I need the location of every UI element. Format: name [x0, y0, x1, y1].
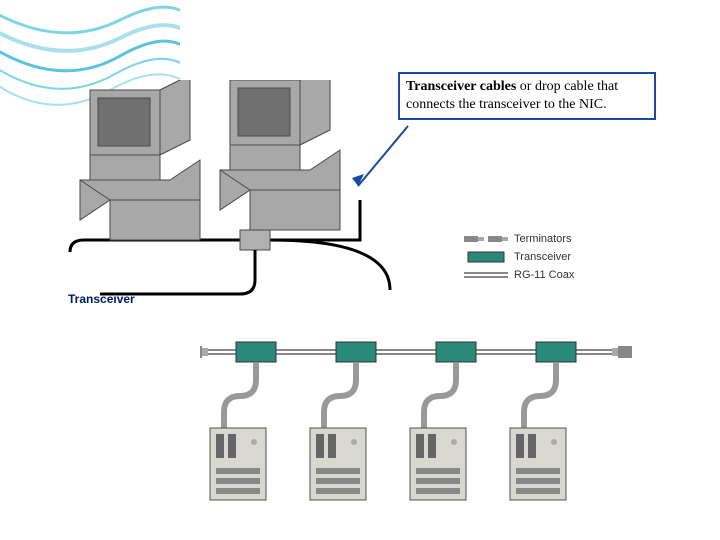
legend-label-0: Terminators — [514, 233, 571, 245]
top-diagram — [60, 80, 420, 310]
transceiver-icon — [464, 250, 508, 264]
computer-1 — [80, 80, 200, 240]
legend: Terminators Transceiver RG-11 Coax — [464, 232, 574, 282]
tap-1 — [210, 342, 276, 500]
tap-2 — [310, 342, 376, 500]
legend-label-2: RG-11 Coax — [514, 269, 574, 281]
tap-4 — [510, 342, 576, 500]
bottom-diagram — [200, 340, 650, 520]
legend-item-coax: RG-11 Coax — [464, 268, 574, 282]
legend-label-1: Transceiver — [514, 251, 571, 263]
coax-icon — [464, 268, 508, 282]
callout-bold: Transceiver cables — [406, 79, 516, 94]
tap-3 — [410, 342, 476, 500]
terminator-icon — [464, 232, 508, 246]
legend-item-terminators: Terminators — [464, 232, 574, 246]
terminator-left — [200, 346, 208, 358]
computer-2 — [220, 80, 340, 230]
callout-transceiver-cable: Transceiver cables or drop cable that co… — [398, 72, 656, 120]
terminator-right — [612, 346, 632, 358]
transceiver-label: Transceiver — [68, 292, 135, 306]
legend-item-transceiver: Transceiver — [464, 250, 574, 264]
